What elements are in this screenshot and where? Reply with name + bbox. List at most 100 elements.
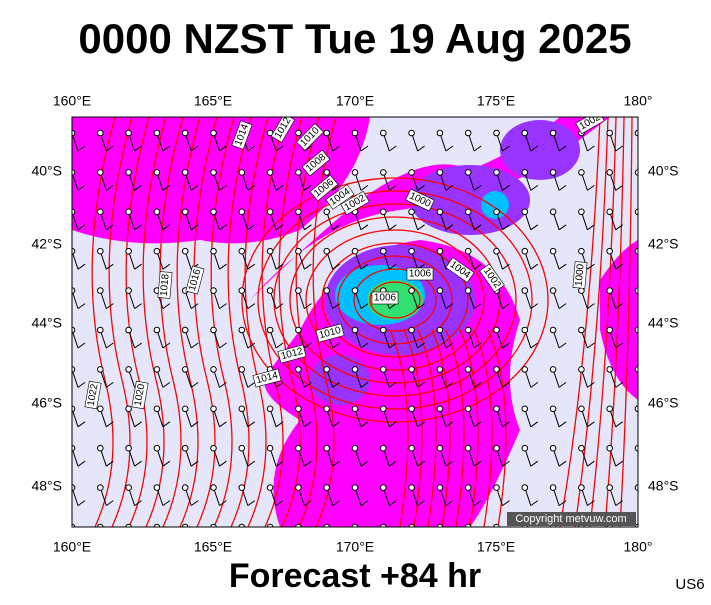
isobar-label-text: 1006 <box>409 269 432 280</box>
barb-flag <box>445 460 454 467</box>
barb-flag <box>247 342 256 349</box>
isobar <box>321 242 469 358</box>
barb-flag <box>77 224 86 231</box>
isobar <box>108 117 133 527</box>
barb-flag <box>644 461 651 466</box>
barb-flag <box>587 540 594 545</box>
barb-flag <box>389 263 397 270</box>
isobar-label-box <box>575 117 605 135</box>
barb-flag <box>77 381 86 388</box>
barb-station <box>578 208 585 216</box>
barb-station <box>238 326 246 334</box>
barb-flag <box>332 263 340 270</box>
barb-flag <box>530 303 539 310</box>
barb-station <box>606 169 614 176</box>
barb-staff <box>637 172 638 174</box>
barb-flag <box>162 342 171 349</box>
barb-station <box>493 444 500 452</box>
barb-flag <box>473 500 482 507</box>
barb-flag <box>389 421 397 428</box>
isobar-label-box <box>406 267 434 281</box>
barb-flag <box>530 460 539 467</box>
barb-flag <box>219 184 227 191</box>
barb-station <box>606 208 614 216</box>
isobar-label-box <box>157 271 173 299</box>
barb-station <box>323 405 331 413</box>
barb-flag <box>332 342 340 349</box>
isobar <box>241 177 549 423</box>
barb-flag <box>162 500 171 507</box>
barb-station <box>238 247 246 255</box>
barb-station <box>295 247 302 255</box>
barb-flag <box>77 342 86 349</box>
barb-flag <box>615 145 623 152</box>
barb-flag <box>106 224 114 231</box>
barb-flag <box>304 342 312 349</box>
barb-station <box>464 523 472 527</box>
barb-flag <box>502 303 510 310</box>
barb-flag <box>445 421 454 428</box>
right-lat-label: 40°S <box>648 163 679 179</box>
barb-flag <box>473 421 482 428</box>
barb-flag <box>389 184 397 191</box>
barb-station <box>493 326 500 334</box>
barb-station <box>408 208 415 216</box>
barb-staff <box>185 526 186 527</box>
barb-station <box>72 208 76 216</box>
barb-flag <box>304 184 312 191</box>
barb-flag <box>275 421 284 428</box>
barb-flag <box>587 184 595 191</box>
barb-flag <box>558 263 567 270</box>
barb-flag <box>134 303 142 310</box>
barb-staff <box>439 526 441 527</box>
barb-flag <box>247 460 256 467</box>
barb-flag <box>615 263 623 270</box>
top-lon-label: 165°E <box>194 93 232 109</box>
barb-flag <box>275 263 284 270</box>
barb-station <box>210 129 217 137</box>
barb-flag <box>190 342 199 349</box>
isobar <box>91 117 116 527</box>
barb-station <box>634 287 638 294</box>
barb-station <box>549 484 557 491</box>
barb-station <box>72 287 76 294</box>
barb-flag <box>106 145 114 152</box>
isobar-label-box <box>572 261 588 289</box>
barb-station <box>634 405 638 413</box>
barb-station <box>351 169 359 176</box>
barb-station <box>408 287 415 294</box>
barb-station <box>408 326 415 334</box>
barb-flag <box>247 184 256 191</box>
barb-staff <box>637 211 638 214</box>
barb-staff <box>270 526 271 527</box>
barb-flag <box>190 500 199 507</box>
barb-station <box>634 169 638 176</box>
barb-station <box>125 247 132 255</box>
barb-station <box>97 366 104 373</box>
barb-flag <box>473 460 482 467</box>
barb-flag <box>106 263 114 270</box>
isobar <box>295 117 320 527</box>
barb-station <box>380 247 387 255</box>
isobar-label: 1014 <box>252 368 282 388</box>
isobar-label-box <box>405 188 435 212</box>
top-lon-label: 175°E <box>477 93 515 109</box>
barb-flag <box>558 381 567 388</box>
barb-flag <box>77 145 86 152</box>
barb-flag <box>502 421 510 428</box>
barb-station <box>408 129 415 137</box>
barb-station <box>634 523 638 527</box>
right-lat-label: 48°S <box>648 478 679 494</box>
isobar <box>305 229 485 371</box>
barb-flag <box>77 460 86 467</box>
barb-flag <box>162 224 171 231</box>
barb-flag <box>360 145 369 152</box>
barb-flag <box>587 342 595 349</box>
barb-station <box>436 169 444 176</box>
barb-station <box>549 405 557 413</box>
barb-flag <box>389 500 397 507</box>
barb-station <box>578 366 585 373</box>
left-lat-label: 40°S <box>31 163 62 179</box>
barb-station <box>521 366 529 373</box>
barb-station <box>266 484 274 491</box>
